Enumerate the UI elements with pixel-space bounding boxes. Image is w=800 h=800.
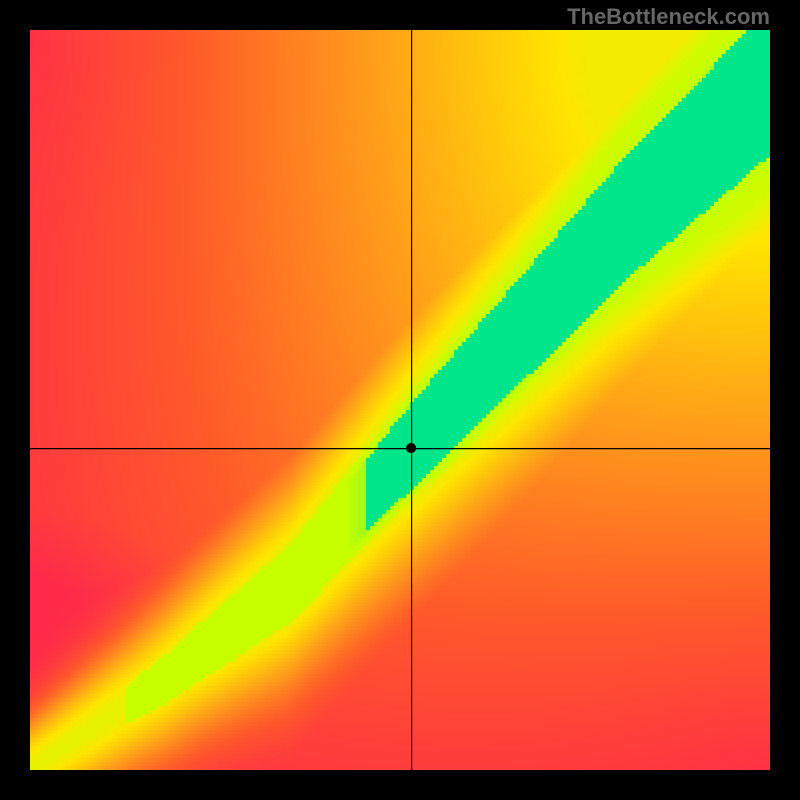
heatmap-chart [0,0,800,800]
watermark-text: TheBottleneck.com [567,4,770,30]
chart-container: TheBottleneck.com [0,0,800,800]
